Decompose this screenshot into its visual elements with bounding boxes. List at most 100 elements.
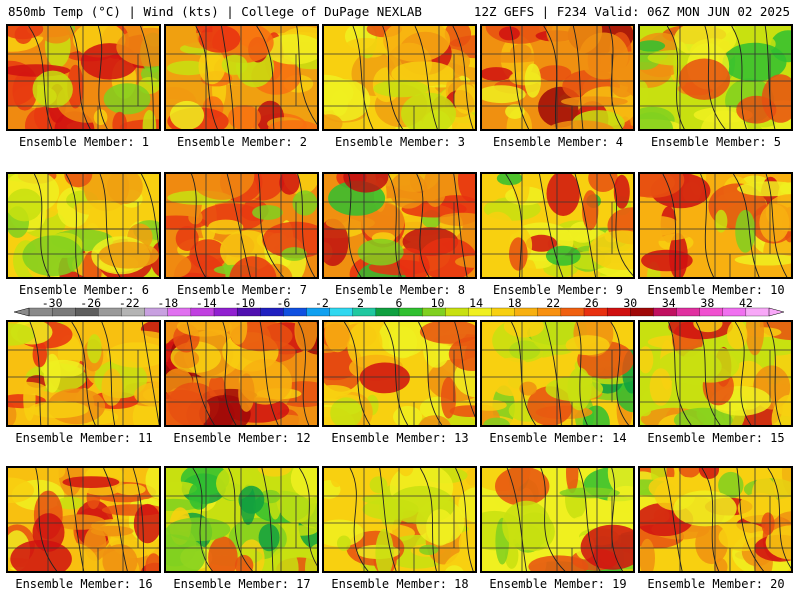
temperature-shade (383, 26, 451, 62)
temperature-shade (169, 100, 205, 129)
temperature-field-map (166, 322, 317, 425)
height-contour (610, 322, 630, 425)
temperature-shade (580, 524, 633, 570)
height-contour (540, 468, 566, 571)
temperature-shade (483, 417, 510, 425)
temperature-shade (8, 323, 35, 346)
temperature-shade (373, 79, 429, 98)
temperature-shade (103, 83, 151, 115)
temperature-field-map (324, 26, 475, 129)
ensemble-member-label: Ensemble Member: 16 (15, 577, 153, 591)
temperature-shade (525, 234, 557, 252)
ensemble-member-label: Ensemble Member: 2 (176, 135, 308, 149)
temperature-shade (292, 190, 317, 216)
temperature-shade (502, 500, 551, 551)
height-contour (256, 26, 275, 129)
temperature-shade (198, 26, 241, 53)
temperature-shade (8, 188, 43, 222)
temperature-shade (133, 503, 159, 544)
height-contour (191, 174, 207, 277)
ensemble-member-label: Ensemble Member: 10 (647, 283, 785, 297)
temperature-field-map (324, 174, 475, 277)
height-contour (261, 468, 274, 571)
temperature-shade (649, 368, 672, 406)
temperature-field-map (8, 468, 159, 571)
ensemble-map-panel (480, 466, 635, 573)
temperature-shade (208, 219, 244, 235)
temperature-shade (344, 38, 388, 55)
ensemble-map-panel (322, 172, 477, 279)
colorbar-tick-label: 30 (623, 296, 638, 310)
temperature-shade (545, 245, 581, 266)
colorbar-tick-label: 26 (584, 296, 599, 310)
colorbar-tick-label: -30 (41, 296, 63, 310)
ensemble-member-label: Ensemble Member: 6 (18, 283, 150, 297)
temperature-shade (166, 389, 211, 425)
temperature-shade (419, 544, 439, 555)
temperature-shade (8, 477, 34, 504)
ensemble-member-label: Ensemble Member: 3 (334, 135, 466, 149)
temperature-field-map (8, 174, 159, 277)
ensemble-member-label: Ensemble Member: 20 (647, 577, 785, 591)
temperature-shade (418, 415, 451, 425)
height-contour (766, 322, 782, 425)
temperature-shade (62, 476, 120, 488)
ensemble-member-label: Ensemble Member: 19 (489, 577, 627, 591)
ensemble-map-panel (322, 466, 477, 573)
temperature-field-map (640, 322, 791, 425)
ensemble-member-label: Ensemble Member: 12 (173, 431, 311, 445)
height-contour (387, 174, 402, 277)
temperature-shade (32, 513, 65, 552)
temperature-shade (166, 517, 231, 542)
ensemble-map-panel (6, 172, 161, 279)
height-contour (765, 174, 788, 277)
height-contour (733, 174, 760, 277)
ensemble-map-panel (164, 24, 319, 131)
height-contour (668, 322, 692, 425)
height-contour (506, 468, 527, 571)
colorbar-tick-label: 34 (661, 296, 676, 310)
height-contour (296, 26, 317, 125)
temperature-shade (257, 468, 292, 477)
height-contour (611, 468, 624, 571)
colorbar-tick-label: 2 (356, 296, 364, 310)
colorbar-tick-label: 14 (469, 296, 483, 310)
height-contour (455, 468, 474, 571)
temperature-shade (8, 381, 46, 395)
ensemble-member-label: Ensemble Member: 7 (176, 283, 308, 297)
colorbar-end-arrow (14, 307, 30, 317)
temperature-field-map (640, 174, 791, 277)
temperature-shade (8, 402, 17, 425)
temperature-shade (674, 26, 737, 58)
temperature-shade (208, 536, 238, 571)
temperature-shade (678, 468, 701, 478)
temperature-shade (648, 476, 684, 499)
temperature-shade (142, 110, 157, 129)
height-contour (662, 174, 677, 277)
temperature-shade (640, 112, 674, 129)
height-contour (71, 322, 96, 425)
temperature-shade (324, 519, 364, 547)
colorbar-tick-label: 42 (738, 296, 753, 310)
height-contour (298, 322, 310, 425)
temperature-shade (419, 322, 475, 344)
temperature-shade (714, 209, 728, 233)
temperature-shade (582, 190, 599, 231)
temperature-shade (337, 535, 351, 551)
temperature-shade (324, 385, 352, 397)
ensemble-member-label: Ensemble Member: 1 (18, 135, 150, 149)
temperature-shade (678, 58, 731, 100)
height-contour (65, 174, 80, 277)
temperature-field-map (640, 468, 791, 571)
height-contour (663, 468, 683, 571)
ensemble-member-label: Ensemble Member: 8 (334, 283, 466, 297)
temperature-shade (116, 27, 159, 67)
temperature-shade (669, 232, 688, 277)
colorbar-tick-label: -18 (157, 296, 179, 310)
colorbar-tick-label: 6 (395, 296, 403, 310)
temperature-shade (722, 42, 787, 82)
temperature-shade (559, 487, 620, 499)
temperature-shade (145, 553, 159, 571)
height-contour (297, 174, 316, 277)
temperature-shade (98, 241, 159, 269)
